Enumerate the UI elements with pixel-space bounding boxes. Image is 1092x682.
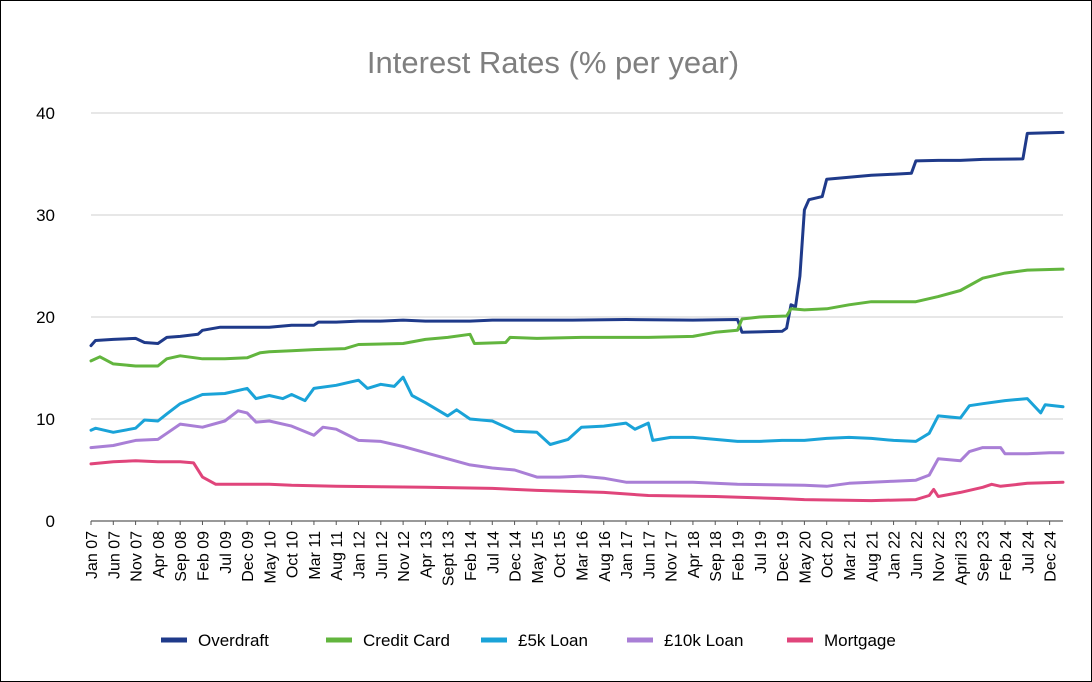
x-tick-label: Sep 23 bbox=[976, 531, 993, 582]
x-tick-label: Apr 13 bbox=[418, 531, 435, 578]
x-tick-label: May 15 bbox=[530, 531, 547, 584]
x-tick-label: Sep 18 bbox=[708, 531, 725, 582]
x-tick-label: Feb 09 bbox=[195, 531, 212, 581]
legend-item: Overdraft bbox=[161, 631, 269, 650]
series-line-credit-card bbox=[89, 267, 1065, 368]
x-tick-label: Oct 15 bbox=[552, 531, 569, 578]
x-tick-label: Mar 21 bbox=[842, 531, 859, 581]
legend-label: £10k Loan bbox=[664, 631, 743, 650]
x-tick-label: Aug 16 bbox=[597, 531, 614, 582]
legend-item: Credit Card bbox=[326, 631, 450, 650]
y-tick-label: 30 bbox=[36, 206, 55, 225]
y-axis-ticks: 0 10 20 30 40 bbox=[36, 104, 55, 531]
legend: Overdraft Credit Card £5k Loan £10k Loan Mor… bbox=[161, 631, 896, 650]
x-tick-label: Jan 12 bbox=[352, 531, 369, 579]
x-tick-label: Jun 17 bbox=[641, 531, 658, 579]
x-tick-label: Dec 09 bbox=[240, 531, 257, 582]
legend-item: £5k Loan bbox=[481, 631, 588, 650]
x-tick-label: Aug 21 bbox=[864, 531, 881, 582]
x-tick-label: Feb 14 bbox=[463, 531, 480, 581]
gridlines bbox=[91, 112, 1063, 522]
x-tick-label: Aug 11 bbox=[329, 531, 346, 581]
x-tick-label: Jan 07 bbox=[84, 531, 101, 579]
y-tick-label: 0 bbox=[46, 512, 55, 531]
x-tick-label: Oct 10 bbox=[285, 531, 302, 578]
legend-label: Credit Card bbox=[363, 631, 450, 650]
legend-label: Mortgage bbox=[824, 631, 896, 650]
y-tick-label: 20 bbox=[36, 308, 55, 327]
x-tick-label: May 10 bbox=[262, 531, 279, 584]
x-tick-label: Feb 24 bbox=[998, 531, 1015, 581]
x-tick-label: Sept 13 bbox=[441, 531, 458, 586]
x-tick-label: Apr 18 bbox=[686, 531, 703, 578]
x-tick-label: Nov 12 bbox=[396, 531, 413, 582]
x-tick-label: Jun 12 bbox=[374, 531, 391, 579]
x-tick-label: Jul 09 bbox=[218, 531, 235, 574]
y-tick-label: 10 bbox=[36, 410, 55, 429]
legend-item: £10k Loan bbox=[627, 631, 743, 650]
x-tick-label: Apr 08 bbox=[151, 531, 168, 578]
x-tick-label: Dec 19 bbox=[775, 531, 792, 582]
x-tick-label: Nov 22 bbox=[931, 531, 948, 582]
series-line--5k-loan bbox=[89, 375, 1065, 446]
x-tick-label: Jun 07 bbox=[106, 531, 123, 579]
series-line--10k-loan bbox=[89, 409, 1065, 488]
legend-label: £5k Loan bbox=[518, 631, 588, 650]
x-tick-label: Jun 22 bbox=[909, 531, 926, 579]
series-lines bbox=[89, 130, 1065, 503]
x-tick-label: Mar 16 bbox=[574, 531, 591, 581]
x-tick-label: Oct 20 bbox=[820, 531, 837, 578]
x-tick-label: Dec 14 bbox=[508, 531, 525, 582]
x-tick-label: Jan 17 bbox=[619, 531, 636, 579]
x-tick-label: Jul 19 bbox=[753, 531, 770, 574]
x-axis-ticks: Jan 07 Jun 07 Nov 07 Apr 08 Sep 08 Feb 09 Jul … bbox=[84, 521, 1060, 586]
x-tick-label: Jul 24 bbox=[1020, 531, 1037, 574]
y-tick-label: 40 bbox=[36, 104, 55, 123]
x-tick-label: Nov 17 bbox=[664, 531, 681, 582]
x-tick-label: Feb 19 bbox=[731, 531, 748, 581]
x-tick-label: Dec 24 bbox=[1043, 531, 1060, 582]
legend-item: Mortgage bbox=[787, 631, 896, 650]
chart-title: Interest Rates (% per year) bbox=[367, 45, 739, 80]
series-line-overdraft bbox=[89, 130, 1065, 348]
legend-label: Overdraft bbox=[198, 631, 269, 650]
x-tick-label: April 23 bbox=[953, 531, 970, 585]
x-tick-label: Mar 11 bbox=[307, 531, 324, 580]
x-tick-label: Sep 08 bbox=[173, 531, 190, 582]
series-line-mortgage bbox=[89, 459, 1065, 503]
x-tick-label: Jul 14 bbox=[485, 531, 502, 574]
x-tick-label: Nov 07 bbox=[129, 531, 146, 582]
x-tick-label: May 20 bbox=[797, 531, 814, 584]
x-tick-label: Jan 22 bbox=[887, 531, 904, 579]
